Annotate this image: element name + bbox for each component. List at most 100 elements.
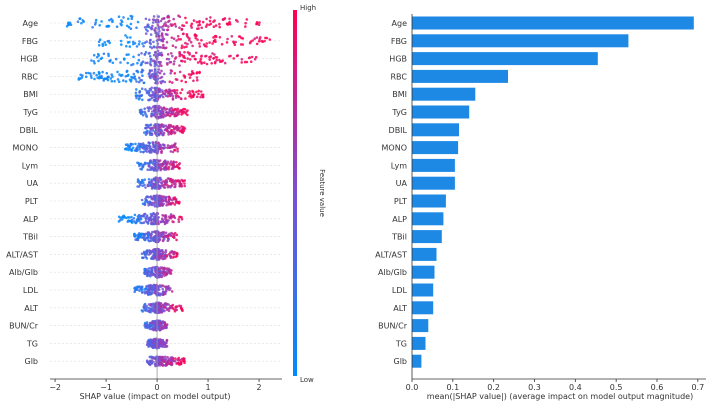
shap-dot-plt — [144, 199, 147, 203]
feature-label-tg: TG — [26, 339, 38, 348]
shap-dot-alt-ast — [162, 250, 165, 254]
shap-dot-fbg — [214, 35, 218, 39]
shap-dot-tyg — [178, 109, 181, 112]
shap-dot-tyg — [146, 106, 149, 109]
shap-dot-plt — [167, 197, 171, 201]
shap-dot-tg — [161, 345, 165, 348]
shap-dot-plt — [140, 198, 144, 202]
shap-dot-hgb — [97, 54, 101, 57]
shap-dot-lym — [178, 162, 181, 165]
shap-dot-mono — [136, 144, 140, 148]
shap-dot-mono — [125, 148, 128, 151]
shap-dot-plt — [173, 197, 176, 201]
shap-dot-ldl — [164, 290, 167, 294]
shap-dot-hgb — [249, 60, 253, 63]
shap-dot-alp — [180, 215, 183, 219]
shap-dot-glb — [148, 355, 152, 359]
shap-dot-ua — [168, 179, 172, 183]
shap-dot-age — [209, 22, 213, 26]
shap-dot-tyg — [160, 115, 164, 119]
shap-dot-tbil — [167, 238, 170, 241]
shap-dot-alt — [168, 306, 172, 310]
shap-dot-lym — [147, 164, 151, 168]
shap-dot-alt — [162, 306, 166, 309]
shap-dot-bmi — [158, 88, 162, 91]
shap-dot-rbc — [151, 72, 154, 76]
shap-dot-alp — [146, 222, 150, 225]
shap-dot-lym — [167, 167, 170, 171]
shap-dot-hgb — [154, 62, 157, 65]
shap-dot-bmi — [192, 93, 196, 96]
shap-dot-age — [91, 26, 94, 29]
shap-dot-tbil — [156, 230, 159, 233]
shap-dot-hgb — [200, 62, 203, 65]
shap-dot-alt — [162, 303, 166, 307]
shap-dot-alt-ast — [157, 251, 160, 254]
x-tick-label: 0.5 — [610, 383, 623, 392]
shap-dot-tyg — [163, 115, 166, 118]
shap-dot-alp — [178, 215, 181, 219]
shap-dot-age — [218, 25, 221, 29]
shap-beeswarm-plot: Age FBG HGB RBC BMI TyG DBIL MONO Lym UA PLT ALP TBi… — [6, 14, 282, 401]
shap-dot-hgb — [253, 57, 257, 61]
shap-dot-rbc — [189, 73, 193, 77]
shap-dot-age — [198, 23, 202, 27]
shap-dot-alp — [145, 214, 149, 217]
shap-dot-dbil — [161, 130, 164, 133]
shap-dot-rbc — [132, 72, 136, 76]
shap-dot-alb-glb — [158, 269, 161, 273]
shap-dot-tbil — [145, 236, 149, 240]
shap-dot-glb — [164, 360, 167, 363]
shap-dot-alt-ast — [163, 255, 166, 259]
shap-dot-mono — [142, 150, 145, 154]
shap-dot-alb-glb — [166, 268, 169, 271]
shap-dot-lym — [157, 163, 160, 167]
shap-dot-bmi — [166, 95, 170, 98]
shap-dot-lym — [152, 159, 156, 163]
shap-dot-plt — [143, 203, 147, 207]
shap-dot-tg — [147, 341, 151, 345]
mean-abs-shap-bar-chart: Age FBG HGB RBC BMI TyG DBIL MONO Lym UA PLT ALP TBi… — [375, 14, 706, 401]
bar-label-rbc: RBC — [391, 72, 408, 81]
shap-dot-fbg — [185, 45, 188, 48]
feature-label-tbil: TBil — [22, 233, 38, 242]
shap-dot-mono — [173, 143, 176, 146]
shap-dot-mono — [128, 145, 131, 148]
shap-dot-age — [105, 25, 108, 28]
shap-dot-plt — [170, 202, 173, 205]
colorbar-gradient — [293, 10, 297, 376]
shap-dot-tbil — [136, 236, 140, 239]
shap-dot-plt — [153, 196, 156, 200]
shap-dot-rbc — [117, 80, 121, 83]
shap-dot-age — [200, 26, 203, 30]
shap-dot-alp — [120, 218, 124, 221]
shap-dot-fbg — [255, 42, 259, 46]
shap-dot-hgb — [227, 55, 231, 58]
shap-dot-age — [125, 24, 129, 28]
shap-dot-alt — [151, 307, 155, 311]
bar-label-bun-cr: BUN/Cr — [378, 322, 408, 331]
shap-dot-tbil — [143, 233, 147, 237]
bar-label-tbil: TBil — [391, 233, 407, 242]
shap-dot-tg — [165, 345, 168, 348]
shap-dot-bmi — [140, 87, 144, 90]
bar-ldl — [412, 283, 434, 297]
shap-dot-alp — [126, 216, 130, 219]
shap-dot-hgb — [111, 61, 115, 65]
shap-dot-alt — [145, 304, 148, 308]
shap-dot-fbg — [185, 34, 189, 37]
feature-labels: Age FBG HGB RBC BMI TyG DBIL MONO Lym UA PLT ALP TBi… — [6, 19, 39, 366]
shap-dot-mono — [147, 141, 150, 144]
shap-dot-fbg — [181, 32, 185, 36]
shap-dot-bmi — [188, 92, 192, 95]
shap-dot-rbc — [137, 80, 141, 84]
feature-label-mono: MONO — [13, 144, 38, 153]
shap-dot-fbg — [152, 45, 156, 48]
shap-dot-plt — [167, 203, 170, 206]
shap-dot-lym — [141, 166, 144, 169]
shap-dot-bmi — [149, 88, 153, 92]
shap-dot-lym — [138, 164, 141, 168]
shap-dot-rbc — [113, 80, 116, 83]
shap-dot-fbg — [161, 46, 165, 49]
shap-dot-mono — [162, 144, 166, 147]
